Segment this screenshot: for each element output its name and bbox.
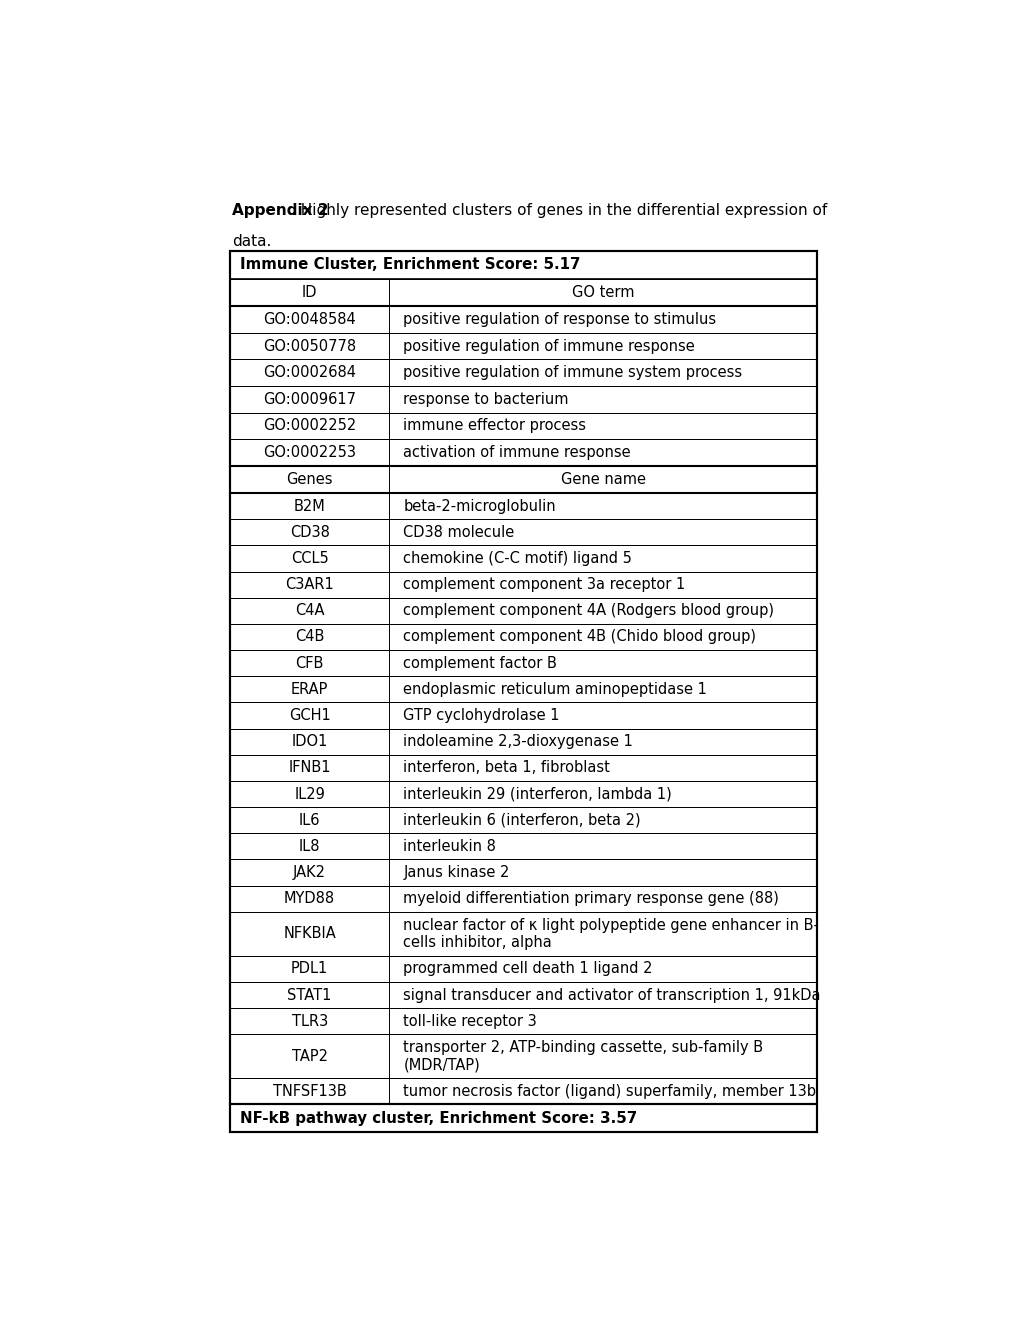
- Text: Janus kinase 2: Janus kinase 2: [403, 865, 510, 880]
- Text: programmed cell death 1 ligand 2: programmed cell death 1 ligand 2: [403, 961, 652, 977]
- Text: indoleamine 2,3-dioxygenase 1: indoleamine 2,3-dioxygenase 1: [403, 734, 633, 750]
- Text: TNFSF13B: TNFSF13B: [272, 1084, 346, 1098]
- Text: GTP cyclohydrolase 1: GTP cyclohydrolase 1: [403, 708, 559, 723]
- Text: PDL1: PDL1: [290, 961, 328, 977]
- Text: Immune Cluster, Enrichment Score: 5.17: Immune Cluster, Enrichment Score: 5.17: [239, 257, 580, 272]
- Text: endoplasmic reticulum aminopeptidase 1: endoplasmic reticulum aminopeptidase 1: [403, 682, 706, 697]
- Text: GO:0048584: GO:0048584: [263, 312, 356, 327]
- Text: C4B: C4B: [294, 630, 324, 644]
- Text: immune effector process: immune effector process: [403, 418, 586, 433]
- Text: GO:0002253: GO:0002253: [263, 445, 356, 459]
- Text: complement factor B: complement factor B: [403, 656, 556, 671]
- Text: Gene name: Gene name: [560, 471, 645, 487]
- Text: GO:0002252: GO:0002252: [263, 418, 356, 433]
- Text: data.: data.: [232, 234, 271, 249]
- Text: C3AR1: C3AR1: [285, 577, 333, 593]
- Text: Genes: Genes: [286, 471, 332, 487]
- Text: IL6: IL6: [299, 813, 320, 828]
- Text: ERAP: ERAP: [290, 682, 328, 697]
- Bar: [229, 251, 816, 1133]
- Text: IFNB1: IFNB1: [288, 760, 330, 775]
- Text: ID: ID: [302, 285, 317, 300]
- Text: TAP2: TAP2: [291, 1048, 327, 1064]
- Text: JAK2: JAK2: [292, 865, 326, 880]
- Text: Appendix 2: Appendix 2: [232, 203, 328, 218]
- Text: CCL5: CCL5: [290, 550, 328, 566]
- Text: IL29: IL29: [293, 787, 325, 801]
- Text: complement component 4B (Chido blood group): complement component 4B (Chido blood gro…: [403, 630, 756, 644]
- Text: tumor necrosis factor (ligand) superfamily, member 13b: tumor necrosis factor (ligand) superfami…: [403, 1084, 815, 1098]
- Text: complement component 3a receptor 1: complement component 3a receptor 1: [403, 577, 685, 593]
- Text: transporter 2, ATP-binding cassette, sub-family B
(MDR/TAP): transporter 2, ATP-binding cassette, sub…: [403, 1040, 763, 1072]
- Text: STAT1: STAT1: [287, 987, 331, 1002]
- Text: TLR3: TLR3: [291, 1014, 327, 1028]
- Text: interleukin 8: interleukin 8: [403, 840, 496, 854]
- Text: signal transducer and activator of transcription 1, 91kDa: signal transducer and activator of trans…: [403, 987, 820, 1002]
- Text: response to bacterium: response to bacterium: [403, 392, 569, 407]
- Text: activation of immune response: activation of immune response: [403, 445, 631, 459]
- Text: GCH1: GCH1: [288, 708, 330, 723]
- Text: GO:0050778: GO:0050778: [263, 339, 356, 354]
- Text: MYD88: MYD88: [283, 891, 335, 907]
- Text: C4A: C4A: [294, 603, 324, 618]
- Text: chemokine (C-C motif) ligand 5: chemokine (C-C motif) ligand 5: [403, 550, 632, 566]
- Text: IL8: IL8: [299, 840, 320, 854]
- Text: interferon, beta 1, fibroblast: interferon, beta 1, fibroblast: [403, 760, 609, 775]
- Text: toll-like receptor 3: toll-like receptor 3: [403, 1014, 537, 1028]
- Text: CD38 molecule: CD38 molecule: [403, 525, 515, 540]
- Text: . Highly represented clusters of genes in the differential expression of: . Highly represented clusters of genes i…: [290, 203, 826, 218]
- Text: beta-2-microglobulin: beta-2-microglobulin: [403, 499, 555, 513]
- Text: interleukin 29 (interferon, lambda 1): interleukin 29 (interferon, lambda 1): [403, 787, 672, 801]
- Text: GO:0009617: GO:0009617: [263, 392, 356, 407]
- Text: positive regulation of response to stimulus: positive regulation of response to stimu…: [403, 312, 715, 327]
- Text: nuclear factor of κ light polypeptide gene enhancer in B-
cells inhibitor, alpha: nuclear factor of κ light polypeptide ge…: [403, 917, 818, 950]
- Text: GO:0002684: GO:0002684: [263, 366, 356, 380]
- Text: CD38: CD38: [289, 525, 329, 540]
- Text: GO term: GO term: [572, 285, 634, 300]
- Text: NF-kB pathway cluster, Enrichment Score: 3.57: NF-kB pathway cluster, Enrichment Score:…: [239, 1111, 637, 1126]
- Text: myeloid differentiation primary response gene (88): myeloid differentiation primary response…: [403, 891, 779, 907]
- Text: complement component 4A (Rodgers blood group): complement component 4A (Rodgers blood g…: [403, 603, 773, 618]
- Text: IDO1: IDO1: [291, 734, 327, 750]
- Text: CFB: CFB: [296, 656, 323, 671]
- Text: B2M: B2M: [293, 499, 325, 513]
- Text: interleukin 6 (interferon, beta 2): interleukin 6 (interferon, beta 2): [403, 813, 640, 828]
- Text: positive regulation of immune system process: positive regulation of immune system pro…: [403, 366, 742, 380]
- Text: positive regulation of immune response: positive regulation of immune response: [403, 339, 695, 354]
- Text: NFKBIA: NFKBIA: [283, 927, 335, 941]
